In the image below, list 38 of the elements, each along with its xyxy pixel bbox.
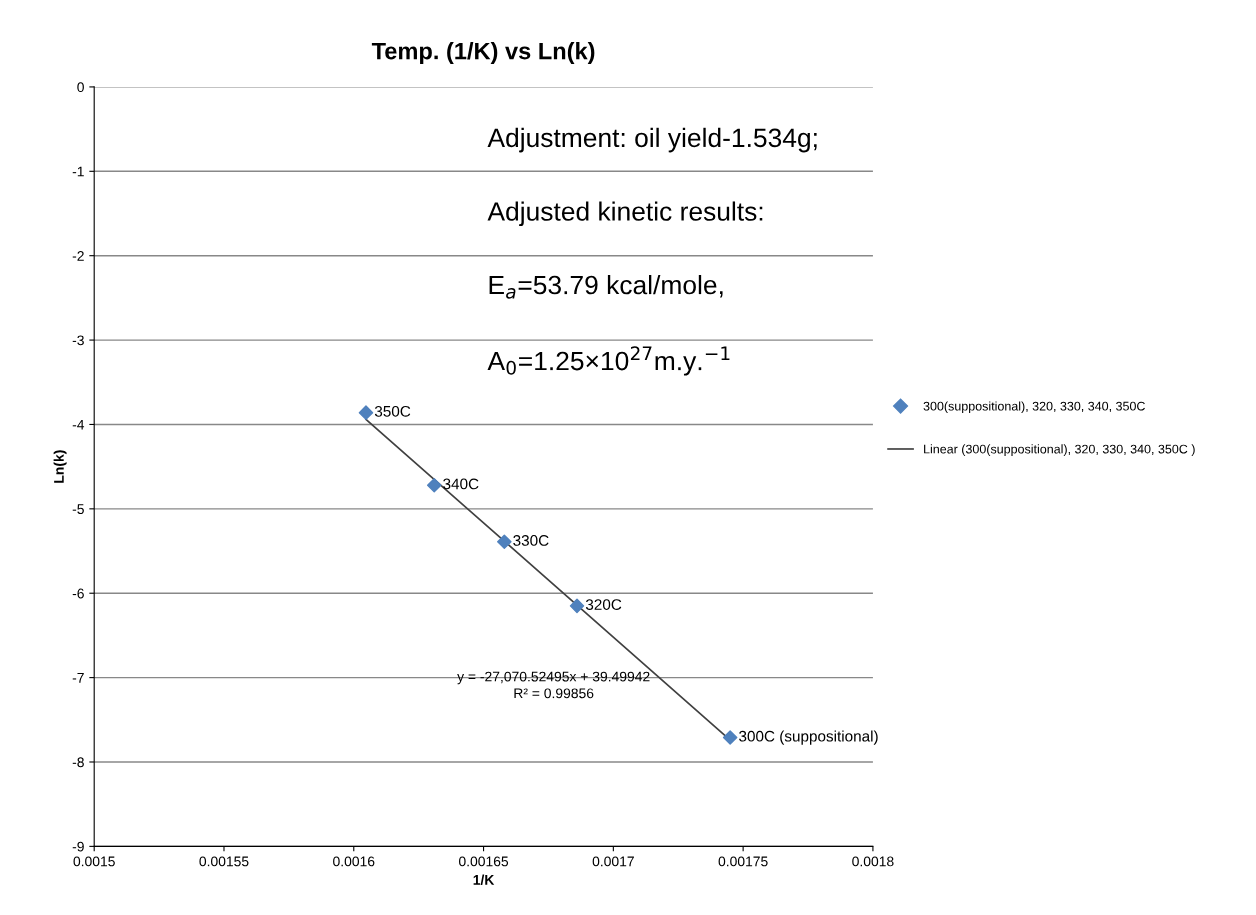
annotation: Adjusted kinetic results: <box>487 201 763 227</box>
point <box>358 405 374 420</box>
x-tick-label: 0.00175 <box>718 856 768 867</box>
y-tick-label: -6 <box>72 588 84 599</box>
annotation: 350C <box>374 405 411 417</box>
point <box>722 730 738 745</box>
y-tick-label: -4 <box>72 419 85 430</box>
y-tick-label: -9 <box>72 841 84 852</box>
annotation: 340C <box>443 478 479 490</box>
y-tick-label: -7 <box>72 673 84 683</box>
x-tick-label: 0.0015 <box>73 856 115 867</box>
annotation: 300C (suppositional) <box>739 730 878 745</box>
x-tick-label: 0.0018 <box>852 856 894 867</box>
y-tick-label: -1 <box>72 166 84 177</box>
y-tick-label: -2 <box>72 251 84 261</box>
annotation: y = -27,070.52495x + 39.49942 <box>457 671 650 685</box>
y-tick-label: -5 <box>72 504 84 515</box>
y-tick-label: 0 <box>77 82 84 93</box>
annotation: E$_{a}$=53.79 kcal/mole, <box>489 274 723 299</box>
legend-label: Linear (300(suppositional), 320, 330, 340, 350C ) <box>924 444 1195 456</box>
y-axis-title: Ln(k) <box>53 450 67 483</box>
chart-title: Temp. (1/K) vs Ln(k) <box>371 42 595 65</box>
point <box>569 598 585 614</box>
x-tick-label: 0.00165 <box>459 856 509 867</box>
point <box>426 477 442 493</box>
annotation: Adjustment: oil yield-1.534g; <box>487 127 817 153</box>
annotation: R² = 0.99856 <box>514 688 594 699</box>
y-tick-label: -3 <box>72 335 84 346</box>
legend-label: 300(suppositional), 320, 330, 340, 350C <box>923 401 1145 414</box>
x-tick-label: 0.00155 <box>199 856 249 867</box>
annotation: A$_{0}$=1.25×10$^{27}$m.y.$^{−1}$ <box>487 346 730 376</box>
annotation: 330C <box>513 535 549 546</box>
point <box>497 534 512 550</box>
y-tick-label: -8 <box>72 757 84 768</box>
x-tick-label: 0.0017 <box>592 856 634 867</box>
x-tick-label: 0.0016 <box>333 856 375 867</box>
annotation: 320C <box>585 599 622 610</box>
x-axis-title: 1/K <box>473 874 495 885</box>
